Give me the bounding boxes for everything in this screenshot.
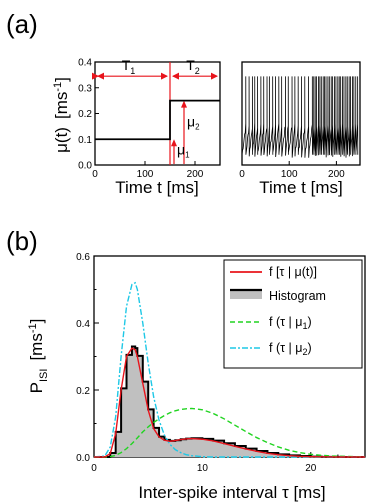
chart-b-ylabel: PISI [ms-1] <box>27 319 50 394</box>
mu2-label: μ2 <box>187 113 200 131</box>
x-tick-label-0: 0 <box>239 169 245 180</box>
y-tick-label-2: 0.2 <box>78 109 92 120</box>
legend-label-1: Histogram <box>269 289 326 303</box>
chart-b-ylabel-unit-sup: -1 <box>27 323 39 333</box>
legend-label-2: f (τ | μ1) <box>269 315 312 331</box>
y-tick-label-1: 0.2 <box>76 386 90 397</box>
legend-label-3-end: ) <box>307 341 311 355</box>
chart-a-left-ylabel-unit-sup: -1 <box>52 82 64 92</box>
x-tick-label-100: 100 <box>281 169 298 180</box>
legend-label-2-end: ) <box>307 315 311 329</box>
legend-label-2-sub: 1 <box>302 321 307 331</box>
t2-label-symbol: T <box>186 57 195 73</box>
chart-a-left-ylabel: μ(t) [ms-1] <box>52 77 71 153</box>
panel-b-label: (b) <box>6 226 38 256</box>
y-tick-label-4: 0.4 <box>78 58 92 69</box>
chart-a-left-ylabel-unit-end: ] <box>52 77 71 82</box>
y-tick-label-3: 0.3 <box>78 83 92 94</box>
y-tick-label-3: 0.6 <box>76 252 90 263</box>
legend-swatch-histogram-fill <box>230 290 262 299</box>
chart-b-ylabel-sub: ISI <box>38 369 50 382</box>
voltage-trace <box>241 76 359 158</box>
x-tick-label-200: 200 <box>328 169 345 180</box>
mu1-label: μ1 <box>177 142 190 160</box>
mu1-arrow-head <box>171 139 177 147</box>
panel-a-label: (a) <box>6 9 38 39</box>
t1-arrow-head-left <box>97 72 104 80</box>
x-tick-label-0: 0 <box>92 169 98 180</box>
legend-label-0-text: f [τ | μ(t)] <box>269 265 317 279</box>
x-tick-label-100: 100 <box>137 169 154 180</box>
mu2-label-symbol: μ <box>187 113 195 129</box>
legend-label-1-text: Histogram <box>269 289 326 303</box>
t1-label-sub: 1 <box>130 66 135 76</box>
t1-label-symbol: T <box>122 57 131 73</box>
t2-label: T2 <box>186 57 200 76</box>
legend-label-3: f (τ | μ2) <box>269 341 312 357</box>
chart-b-ylabel-unit-end: ] <box>27 319 46 324</box>
legend-label-0: f [τ | μ(t)] <box>269 265 317 279</box>
mu1-label-sub: 1 <box>185 151 190 160</box>
y-tick-label-2: 0.4 <box>76 319 90 330</box>
chart-b-ylabel-symbol: P <box>27 382 46 393</box>
mu1-label-symbol: μ <box>177 142 185 158</box>
series-f-mu1 <box>94 407 366 458</box>
chart-a-right-frame <box>241 61 361 166</box>
series-f-mut <box>94 347 365 458</box>
x-tick-label-200: 200 <box>187 169 204 180</box>
legend-frame <box>223 259 363 369</box>
chart-a-left-ylabel-symbol: μ(t) <box>52 127 71 153</box>
chart-b: 0 10 20 0.0 0.2 0.4 0.6 Inter-spike interval τ… <box>27 252 366 502</box>
x-tick-label-10: 10 <box>197 463 209 474</box>
y-tick-label-0: 0.0 <box>78 161 92 172</box>
mu2-label-sub: 2 <box>195 122 200 131</box>
chart-a-right-xlabel: Time t [ms] <box>259 178 342 197</box>
chart-a-left-xlabel: Time t [ms] <box>115 178 198 197</box>
legend-label-3-sub: 2 <box>302 347 307 357</box>
chart-b-xlabel: Inter-spike interval τ [ms] <box>138 483 325 502</box>
legend-label-3-text: f (τ | μ <box>269 341 302 355</box>
chart-a-left-ylabel-unit: [ms <box>52 92 71 119</box>
x-tick-label-0: 0 <box>91 463 97 474</box>
chart-a-left-frame <box>94 61 221 166</box>
t1-label: T1 <box>122 57 136 76</box>
mu-step-line <box>95 99 220 141</box>
mu2-arrow-head <box>181 100 187 108</box>
chart-b-ylabel-unit: [ms <box>27 333 46 360</box>
y-tick-label-1: 0.1 <box>78 135 92 146</box>
chart-a-right: 0 100 200 Time t [ms] <box>239 61 361 197</box>
t2-arrow-head-left <box>172 72 179 80</box>
legend-label-2-text: f (τ | μ <box>269 315 302 329</box>
y-tick-label-0: 0.0 <box>76 453 90 464</box>
x-tick-label-20: 20 <box>305 463 317 474</box>
t2-label-sub: 2 <box>195 66 200 76</box>
